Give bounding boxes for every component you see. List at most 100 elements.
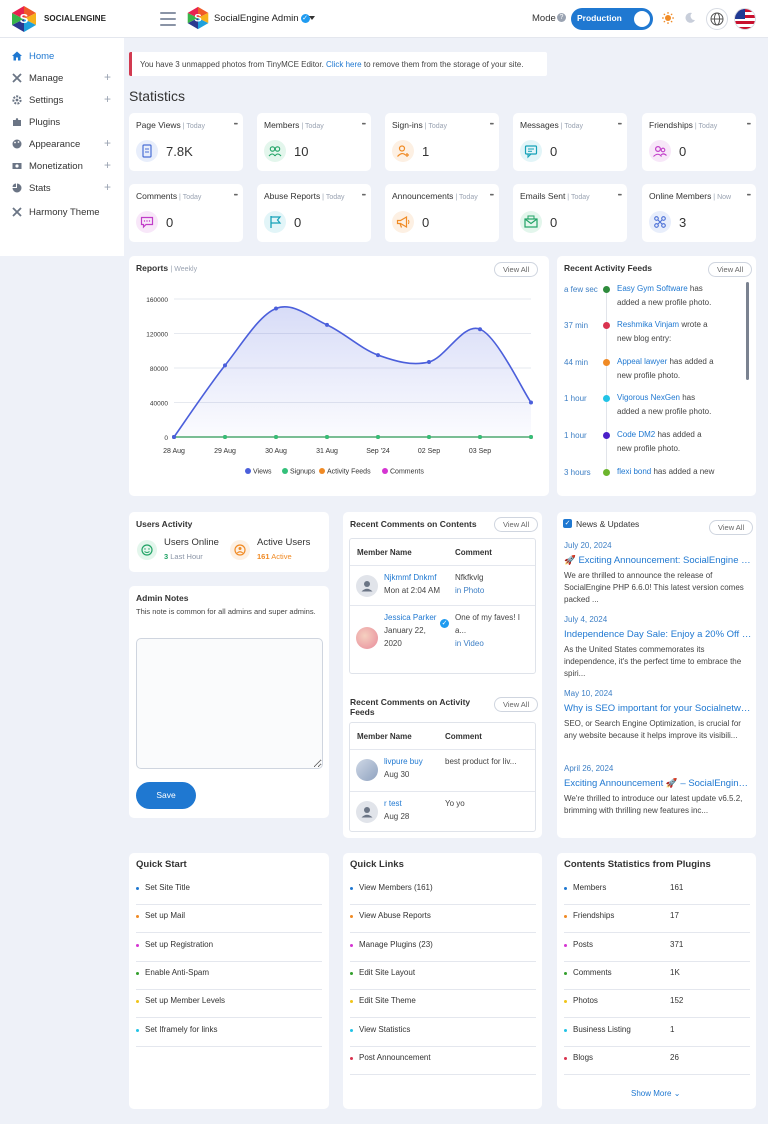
sidebar-item-stats[interactable]: Stats + [0, 178, 124, 198]
reports-view-all-button[interactable]: View All [494, 262, 539, 277]
legend-item[interactable]: Activity Feeds [319, 468, 371, 476]
more-options-icon[interactable]: ••• [489, 193, 494, 199]
sun-icon[interactable] [662, 12, 674, 24]
save-button[interactable]: Save [136, 782, 196, 809]
quick-link-item[interactable]: Set Iframely for links [136, 1019, 322, 1047]
plus-icon[interactable]: + [104, 180, 112, 194]
data-point[interactable] [529, 435, 533, 439]
moon-icon[interactable] [684, 12, 696, 24]
feeds-view-all-button[interactable]: View All [708, 262, 753, 277]
data-point[interactable] [172, 435, 176, 439]
data-point[interactable] [325, 435, 329, 439]
data-point[interactable] [529, 400, 533, 405]
data-point[interactable] [274, 435, 278, 439]
more-options-icon[interactable]: ••• [746, 122, 751, 128]
mode-toggle[interactable]: Production [571, 8, 653, 30]
comment-where[interactable]: in Photo [455, 586, 485, 595]
feed-user-link[interactable]: Easy Gym Software [617, 284, 688, 293]
feed-user-link[interactable]: flexi bond [617, 467, 652, 476]
stat-card-messages[interactable]: Messages | Today ••• 0 [513, 113, 627, 171]
more-options-icon[interactable]: ••• [233, 193, 238, 199]
more-options-icon[interactable]: ••• [361, 193, 366, 199]
quick-link-item[interactable]: Edit Site Theme [350, 990, 536, 1019]
data-point[interactable] [427, 359, 431, 364]
legend-item[interactable]: Views [245, 468, 272, 476]
feed-user-link[interactable]: Code DM2 [617, 430, 656, 439]
data-point[interactable] [478, 327, 482, 332]
stat-card-members[interactable]: Members | Today ••• 10 [257, 113, 371, 171]
quick-link-item[interactable]: Enable Anti-Spam [136, 962, 322, 990]
news-view-all-button[interactable]: View All [709, 520, 754, 535]
data-point[interactable] [478, 435, 482, 439]
data-point[interactable] [274, 306, 278, 311]
news-headline-link[interactable]: 🚀 Exciting Announcement: SocialEngine PH… [564, 555, 752, 566]
stat-card-abuse-reports[interactable]: Abuse Reports | Today ••• 0 [257, 184, 371, 242]
data-point[interactable] [376, 435, 380, 439]
avatar[interactable] [356, 801, 378, 823]
plus-icon[interactable]: + [104, 70, 112, 84]
activity-comments-view-all-button[interactable]: View All [494, 697, 539, 712]
plus-icon[interactable]: + [104, 136, 112, 150]
quick-link-item[interactable]: View Abuse Reports [350, 905, 536, 934]
more-options-icon[interactable]: ••• [746, 193, 751, 199]
comment-member-name[interactable]: livpure buy [384, 757, 423, 766]
quick-link-item[interactable]: Set up Member Levels [136, 990, 322, 1019]
recent-comments-view-all-button[interactable]: View All [494, 517, 539, 532]
sidebar-item-home[interactable]: Home [0, 46, 124, 66]
hamburger-icon[interactable] [160, 12, 176, 26]
sidebar-item-manage[interactable]: Manage + [0, 68, 124, 88]
more-options-icon[interactable]: ••• [617, 122, 622, 128]
comment-member-name[interactable]: Njkmmf Dnkmf [384, 573, 437, 582]
feed-user-link[interactable]: Appeal lawyer [617, 357, 668, 366]
feeds-scrollbar[interactable] [746, 282, 749, 380]
feed-user-link[interactable]: Vigorous NexGen [617, 393, 680, 402]
data-point[interactable] [223, 363, 227, 368]
stat-card-friendships[interactable]: Friendships | Today ••• 0 [642, 113, 756, 171]
stat-card-comments[interactable]: Comments | Today ••• 0 [129, 184, 243, 242]
more-options-icon[interactable]: ••• [617, 193, 622, 199]
data-point[interactable] [223, 435, 227, 439]
data-point[interactable] [376, 353, 380, 358]
socialengine-logo-icon[interactable]: S [10, 5, 38, 33]
stat-card-announcements[interactable]: Announcements | Today ••• 0 [385, 184, 499, 242]
admin-notes-textarea[interactable] [136, 638, 323, 769]
chevron-down-icon[interactable] [309, 16, 315, 20]
site-switcher[interactable]: SocialEngine Admin ✓ [214, 13, 310, 24]
alert-link[interactable]: Click here [326, 60, 362, 69]
more-options-icon[interactable]: ••• [489, 122, 494, 128]
plus-icon[interactable]: + [104, 92, 112, 106]
news-headline-link[interactable]: Exciting Announcement 🚀 – SocialEngine P… [564, 778, 752, 789]
stat-card-sign-ins[interactable]: Sign-ins | Today ••• 1 [385, 113, 499, 171]
quick-link-item[interactable]: Manage Plugins (23) [350, 934, 536, 962]
stat-card-page-views[interactable]: Page Views | Today ••• 7.8K [129, 113, 243, 171]
sidebar-item-monetization[interactable]: Monetization + [0, 156, 124, 176]
help-icon[interactable]: ? [557, 13, 566, 22]
legend-item[interactable]: Comments [382, 468, 424, 476]
quick-link-item[interactable]: Set Site Title [136, 877, 322, 905]
avatar[interactable] [356, 759, 378, 781]
show-more-link[interactable]: Show More ⌄ [631, 1089, 680, 1098]
feed-user-link[interactable]: Reshmika Vinjam [617, 320, 680, 329]
plus-icon[interactable]: + [104, 158, 112, 172]
news-headline-link[interactable]: Why is SEO important for your Socialnetw… [564, 703, 752, 714]
avatar[interactable] [356, 627, 378, 649]
data-point[interactable] [427, 435, 431, 439]
quick-link-item[interactable]: View Statistics [350, 1019, 536, 1047]
sidebar-item-plugins[interactable]: Plugins [0, 112, 124, 132]
comment-member-name[interactable]: Jessica Parker [384, 613, 437, 622]
news-headline-link[interactable]: Independence Day Sale: Enjoy a 20% Off o… [564, 629, 752, 640]
quick-link-item[interactable]: Set up Registration [136, 934, 322, 962]
avatar[interactable] [356, 575, 378, 597]
sidebar-item-harmony-theme[interactable]: Harmony Theme [0, 202, 124, 222]
quick-link-item[interactable]: View Members (161) [350, 877, 536, 905]
quick-link-item[interactable]: Edit Site Layout [350, 962, 536, 990]
quick-link-item[interactable]: Post Announcement [350, 1047, 536, 1075]
sidebar-item-appearance[interactable]: Appearance + [0, 134, 124, 154]
comment-where[interactable]: in Video [455, 639, 484, 648]
sidebar-item-settings[interactable]: Settings + [0, 90, 124, 110]
stat-card-online-members[interactable]: Online Members | Now ••• 3 [642, 184, 756, 242]
more-options-icon[interactable]: ••• [233, 122, 238, 128]
globe-icon[interactable] [706, 8, 728, 30]
quick-link-item[interactable]: Set up Mail [136, 905, 322, 934]
data-point[interactable] [325, 322, 329, 327]
